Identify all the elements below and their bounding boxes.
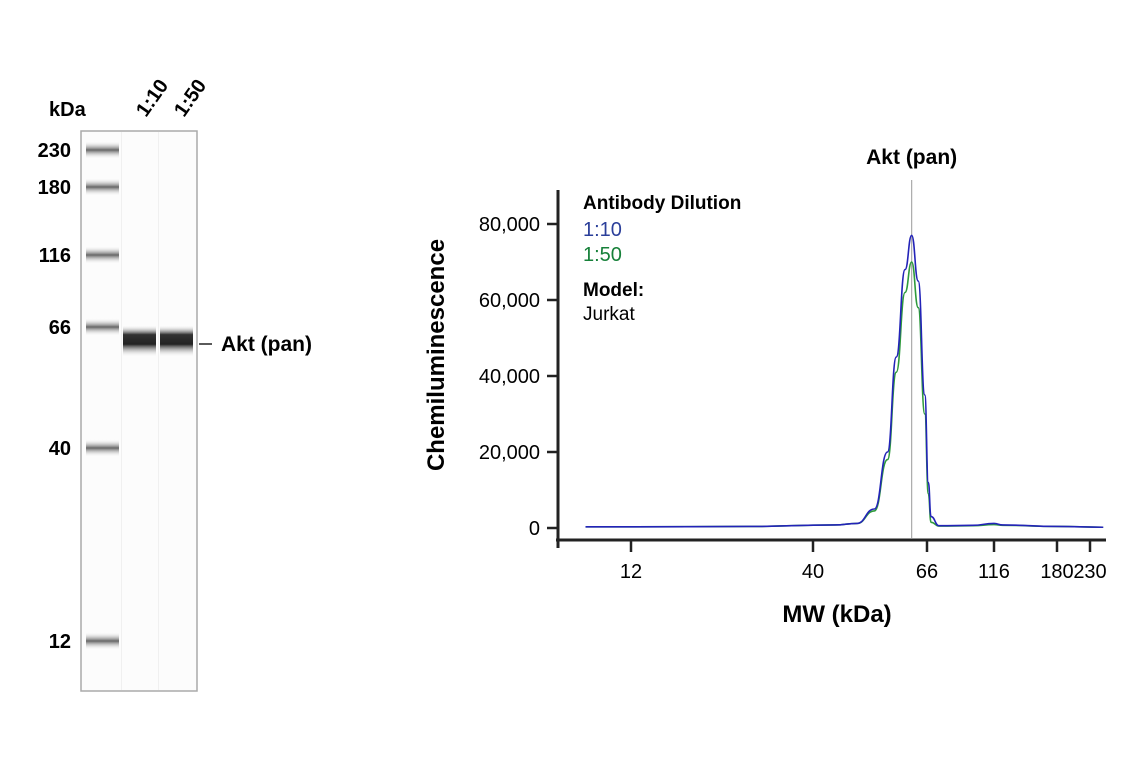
y-tick-label: 40,000 xyxy=(479,366,540,388)
x-axis-label: MW (kDa) xyxy=(782,601,891,628)
ladder-band-12 xyxy=(86,632,119,650)
ladder-band-230 xyxy=(86,141,119,159)
marker-label-116: 116 xyxy=(39,245,71,267)
ladder-band-66 xyxy=(86,318,119,336)
capillary-gel-image: kDa 230 180 116 66 40 12 1:10 1:50 Akt (pan) xyxy=(38,75,312,692)
marker-label-40: 40 xyxy=(49,438,71,460)
y-tick-label: 60,000 xyxy=(479,290,540,312)
akt-band-label: Akt (pan) xyxy=(221,333,312,356)
marker-label-230: 230 xyxy=(38,140,71,162)
ladder-band-180 xyxy=(86,178,119,196)
marker-label-12: 12 xyxy=(49,631,71,653)
chart-title: Akt (pan) xyxy=(866,146,957,169)
series-line-1-10 xyxy=(585,234,1104,529)
legend-model-value: Jurkat xyxy=(583,304,635,325)
legend-model-label: Model: xyxy=(583,280,644,301)
x-tick-label: 116 xyxy=(978,561,1010,583)
series-line-1-50 xyxy=(585,261,1104,529)
y-tick-label: 80,000 xyxy=(479,214,540,236)
ladder-band-40 xyxy=(86,439,119,457)
gel-frame xyxy=(80,130,198,692)
akt-band-1-50 xyxy=(160,325,193,357)
ladder-band-116 xyxy=(86,246,119,264)
x-tick-label: 230 xyxy=(1073,561,1106,583)
lane-label-1-50: 1:50 xyxy=(170,75,211,120)
x-tick-label: 40 xyxy=(802,561,824,583)
legend-title: Antibody Dilution xyxy=(583,193,741,214)
y-tick-label: 0 xyxy=(529,518,540,540)
y-tick-label: 20,000 xyxy=(479,442,540,464)
x-tick-label: 180 xyxy=(1040,561,1073,583)
legend-item-1-50: 1:50 xyxy=(583,244,622,266)
lane-label-1-10: 1:10 xyxy=(132,75,173,120)
y-axis-label: Chemiluminescence xyxy=(423,239,450,471)
marker-label-180: 180 xyxy=(38,177,71,199)
kda-label: kDa xyxy=(49,99,87,121)
x-tick-label: 66 xyxy=(916,561,938,583)
legend-item-1-10: 1:10 xyxy=(583,219,622,241)
x-tick-label: 12 xyxy=(620,561,642,583)
akt-band-1-10 xyxy=(123,325,156,357)
marker-label-66: 66 xyxy=(49,317,71,339)
electropherogram-chart: Akt (pan) 0 20,000 40,000 60,000 80,000 12 40… xyxy=(423,146,1107,628)
